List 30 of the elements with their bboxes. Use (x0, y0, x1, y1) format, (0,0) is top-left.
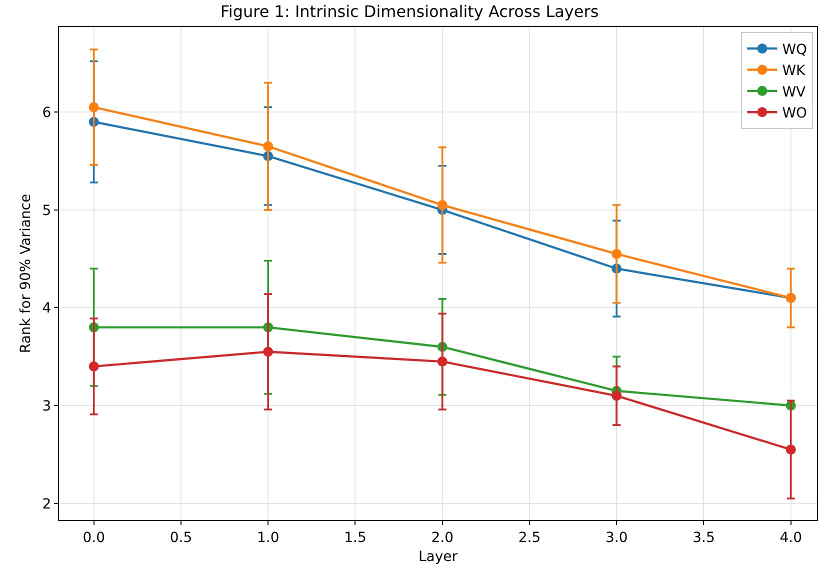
chart-title: Figure 1: Intrinsic Dimensionality Across Layers (220, 2, 599, 21)
x-tick-label: 3.0 (605, 530, 628, 546)
y-axis-title: Rank for 90% Variance (18, 194, 34, 354)
y-tick-label: 3 (42, 398, 52, 414)
x-tick-label: 4.0 (780, 530, 802, 546)
x-tick-label: 2.0 (431, 530, 454, 546)
point (612, 390, 622, 401)
legend-label: WO (782, 106, 808, 122)
x-tick-label: 0.5 (170, 530, 192, 546)
x-tick-label: 3.5 (692, 530, 715, 546)
y-tick-label: 5 (42, 202, 52, 219)
point (786, 444, 796, 455)
x-tick-label: 0.0 (82, 530, 105, 546)
point (437, 200, 448, 210)
legend-label: WV (782, 84, 806, 100)
point (88, 102, 99, 112)
y-tick-label: 2 (42, 496, 52, 512)
point (612, 248, 622, 259)
x-axis-title: Layer (418, 549, 458, 566)
point (88, 361, 99, 372)
point (437, 356, 448, 367)
x-tick-label: 1.5 (344, 530, 366, 546)
y-tick-label: 4 (42, 300, 52, 317)
y-tick-label: 6 (42, 105, 52, 121)
legend-label: WK (782, 63, 806, 80)
legend-label: WQ (782, 42, 808, 58)
point (263, 346, 274, 357)
x-tick-label: 1.0 (256, 530, 280, 546)
point (263, 141, 274, 152)
x-tick-label: 2.5 (518, 530, 541, 546)
